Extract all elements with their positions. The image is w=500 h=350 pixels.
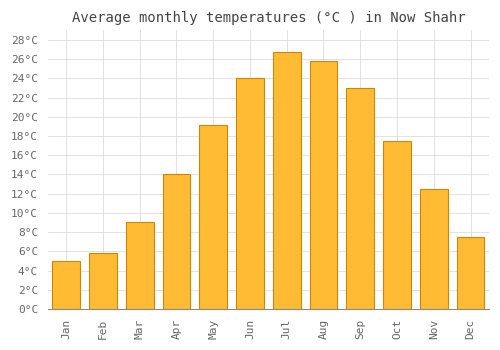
Bar bbox=[310, 61, 338, 309]
Bar bbox=[456, 237, 484, 309]
Bar bbox=[273, 51, 300, 309]
Bar bbox=[52, 261, 80, 309]
Bar bbox=[383, 141, 411, 309]
Bar bbox=[126, 223, 154, 309]
Bar bbox=[162, 175, 190, 309]
Bar bbox=[89, 253, 117, 309]
Title: Average monthly temperatures (°C ) in Now Shahr: Average monthly temperatures (°C ) in No… bbox=[72, 11, 465, 25]
Bar bbox=[236, 78, 264, 309]
Bar bbox=[346, 88, 374, 309]
Bar bbox=[200, 125, 227, 309]
Bar bbox=[420, 189, 448, 309]
